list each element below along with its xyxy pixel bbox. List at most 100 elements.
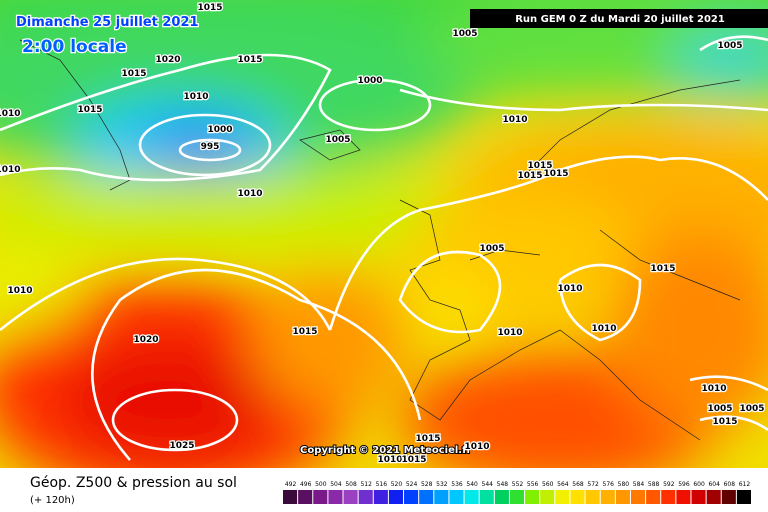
isobar-label: 1000	[207, 125, 232, 135]
isobar-label: 1005	[739, 404, 764, 414]
scale-label: 564	[557, 481, 569, 488]
scale-swatch	[646, 490, 661, 504]
isobar-label: 1005	[707, 404, 732, 414]
scale-label: 536	[451, 481, 463, 488]
isobar-label: 1010	[557, 284, 582, 294]
scale-swatch	[373, 490, 388, 504]
date: Dimanche 25 juillet 2021	[16, 15, 199, 30]
isobar-label: 1015	[237, 55, 262, 65]
scale-swatch	[585, 490, 600, 504]
scale-label: 572	[587, 481, 599, 488]
isobar-label: 1010	[237, 189, 262, 199]
run-info: Run GEM 0 Z du Mardi 20 juillet 2021	[515, 14, 725, 25]
scale-label: 556	[527, 481, 539, 488]
isobar-label: 1015	[401, 455, 426, 465]
scale-swatch	[404, 490, 419, 504]
isobar-label: 1020	[155, 55, 180, 65]
isobar-label: 1010	[7, 286, 32, 296]
isobar-label: 1025	[169, 441, 194, 451]
scale-label: 492	[285, 481, 297, 488]
isobar-label: 1015	[292, 327, 317, 337]
scale-label: 552	[512, 481, 524, 488]
scale-swatch	[479, 490, 494, 504]
isobar-label: 1010	[183, 92, 208, 102]
scale-label: 544	[482, 481, 494, 488]
isobar-label: 1015	[527, 161, 552, 171]
isobar-label: 1020	[133, 335, 158, 345]
isobar-label: 1015	[415, 434, 440, 444]
scale-swatch	[615, 490, 630, 504]
scale-swatch	[630, 490, 646, 504]
isobar-label: 1010	[0, 109, 21, 119]
isobar-label: 1015	[650, 264, 675, 274]
scale-label: 592	[663, 481, 675, 488]
scale-label: 540	[466, 481, 478, 488]
scale-label: 496	[300, 481, 312, 488]
scale-swatch	[509, 490, 525, 504]
scale-swatch	[434, 490, 449, 504]
isobar-label: 1000	[357, 76, 382, 86]
isobar-label: 995	[201, 142, 220, 152]
isobar-label: 1015	[517, 171, 542, 181]
scale-label: 548	[497, 481, 509, 488]
time: 2:00 locale	[22, 37, 127, 57]
scale-swatch	[721, 490, 736, 504]
run-box	[470, 9, 768, 28]
scale-swatch	[419, 490, 434, 504]
scale-swatch	[464, 490, 479, 504]
scale-swatch	[706, 490, 721, 504]
scale-swatch	[570, 490, 585, 504]
isobar-label: 1005	[452, 29, 477, 39]
isobar-label: 1015	[77, 105, 102, 115]
isobar-label: 1010	[497, 328, 522, 338]
isobar-label: 1010	[591, 324, 616, 334]
scale-label: 584	[633, 481, 645, 488]
scale-label: 504	[330, 481, 342, 488]
scale-label: 512	[360, 481, 372, 488]
scale-swatch	[540, 490, 555, 504]
coastlines	[19, 39, 741, 441]
scale-label: 520	[391, 481, 403, 488]
scale-swatch	[494, 490, 509, 504]
scale-swatch	[298, 490, 313, 504]
scale-label: 608	[724, 481, 736, 488]
legend-subtitle: (+ 120h)	[30, 495, 75, 506]
scale-swatch	[736, 490, 751, 504]
isobar-label: 1010	[377, 455, 402, 465]
scale-label: 568	[572, 481, 584, 488]
scale-label: 528	[421, 481, 433, 488]
scale-label: 596	[678, 481, 690, 488]
scale-label: 516	[376, 481, 388, 488]
scale-label: 560	[542, 481, 554, 488]
isobar-label: 1005	[479, 244, 504, 254]
scale-label: 588	[648, 481, 660, 488]
scale-label: 576	[603, 481, 615, 488]
isobar-label: 1015	[197, 3, 222, 13]
isobar-label: 1010	[701, 384, 726, 394]
scale-swatch	[449, 490, 464, 504]
copyright: Copyright © 2021 Meteociel.fr	[300, 445, 471, 456]
isobar-label: 1015	[121, 69, 146, 79]
scale-swatch	[358, 490, 373, 504]
scale-swatch	[525, 490, 540, 504]
scale-swatch	[661, 490, 676, 504]
isobar-label: 1015	[543, 169, 568, 179]
isobars	[0, 35, 768, 461]
scale-swatch	[388, 490, 404, 504]
field	[0, 0, 768, 468]
scale-swatch	[343, 490, 358, 504]
scale-label: 508	[345, 481, 357, 488]
isobar-label: 1010	[0, 165, 21, 175]
scale-swatch	[676, 490, 691, 504]
isobar-label: 1010	[464, 442, 489, 452]
scale-swatch	[691, 490, 706, 504]
isobar-label: 1005	[717, 41, 742, 51]
scale-label: 604	[708, 481, 720, 488]
isobar-label: 1015	[712, 417, 737, 427]
scale-swatch	[328, 490, 343, 504]
scale-swatch	[600, 490, 615, 504]
scale-swatch	[313, 490, 328, 504]
legend-title: Géop. Z500 & pression au sol	[30, 475, 237, 491]
scale-label: 580	[618, 481, 630, 488]
